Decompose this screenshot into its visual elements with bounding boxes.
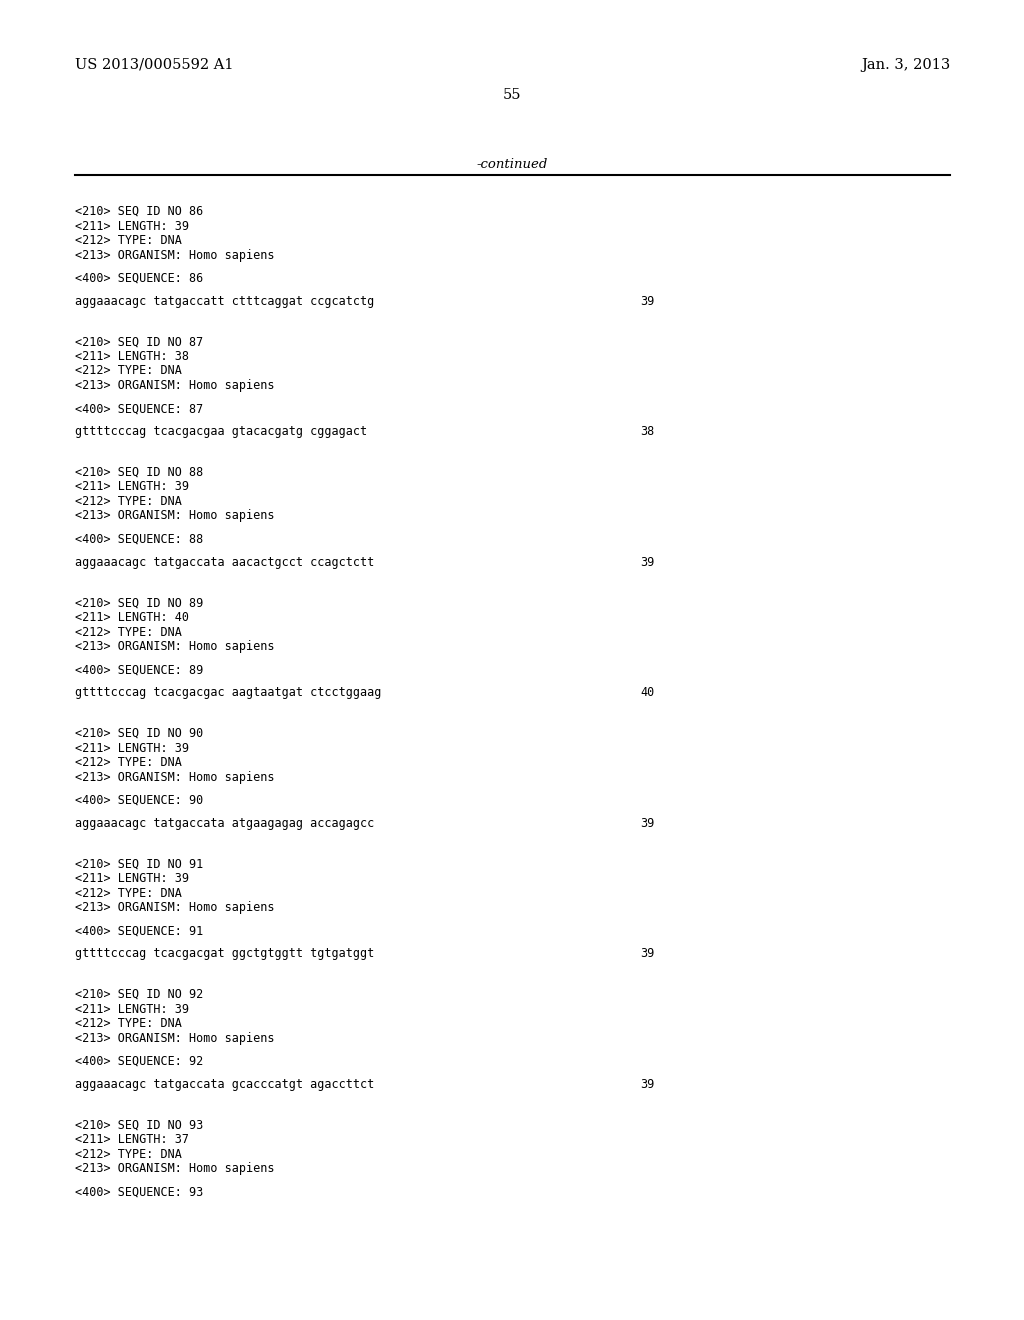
Text: gttttcccag tcacgacgaa gtacacgatg cggagact: gttttcccag tcacgacgaa gtacacgatg cggagac… — [75, 425, 368, 438]
Text: aggaaacagc tatgaccata gcacccatgt agaccttct: aggaaacagc tatgaccata gcacccatgt agacctt… — [75, 1078, 374, 1090]
Text: 39: 39 — [640, 817, 654, 830]
Text: <212> TYPE: DNA: <212> TYPE: DNA — [75, 364, 182, 378]
Text: <213> ORGANISM: Homo sapiens: <213> ORGANISM: Homo sapiens — [75, 771, 274, 784]
Text: <211> LENGTH: 38: <211> LENGTH: 38 — [75, 350, 189, 363]
Text: <212> TYPE: DNA: <212> TYPE: DNA — [75, 1147, 182, 1160]
Text: <210> SEQ ID NO 91: <210> SEQ ID NO 91 — [75, 858, 203, 870]
Text: <212> TYPE: DNA: <212> TYPE: DNA — [75, 495, 182, 508]
Text: <400> SEQUENCE: 92: <400> SEQUENCE: 92 — [75, 1055, 203, 1068]
Text: gttttcccag tcacgacgat ggctgtggtt tgtgatggt: gttttcccag tcacgacgat ggctgtggtt tgtgatg… — [75, 948, 374, 961]
Text: 38: 38 — [640, 425, 654, 438]
Text: <211> LENGTH: 39: <211> LENGTH: 39 — [75, 742, 189, 755]
Text: <212> TYPE: DNA: <212> TYPE: DNA — [75, 887, 182, 899]
Text: <211> LENGTH: 37: <211> LENGTH: 37 — [75, 1133, 189, 1146]
Text: US 2013/0005592 A1: US 2013/0005592 A1 — [75, 58, 233, 73]
Text: <213> ORGANISM: Homo sapiens: <213> ORGANISM: Homo sapiens — [75, 1162, 274, 1175]
Text: <211> LENGTH: 39: <211> LENGTH: 39 — [75, 873, 189, 884]
Text: <210> SEQ ID NO 92: <210> SEQ ID NO 92 — [75, 987, 203, 1001]
Text: <400> SEQUENCE: 86: <400> SEQUENCE: 86 — [75, 272, 203, 285]
Text: <400> SEQUENCE: 88: <400> SEQUENCE: 88 — [75, 533, 203, 545]
Text: <212> TYPE: DNA: <212> TYPE: DNA — [75, 626, 182, 639]
Text: <213> ORGANISM: Homo sapiens: <213> ORGANISM: Homo sapiens — [75, 379, 274, 392]
Text: <210> SEQ ID NO 90: <210> SEQ ID NO 90 — [75, 727, 203, 741]
Text: 39: 39 — [640, 556, 654, 569]
Text: <400> SEQUENCE: 90: <400> SEQUENCE: 90 — [75, 793, 203, 807]
Text: <400> SEQUENCE: 89: <400> SEQUENCE: 89 — [75, 663, 203, 676]
Text: <213> ORGANISM: Homo sapiens: <213> ORGANISM: Homo sapiens — [75, 902, 274, 913]
Text: <400> SEQUENCE: 87: <400> SEQUENCE: 87 — [75, 403, 203, 416]
Text: <400> SEQUENCE: 91: <400> SEQUENCE: 91 — [75, 924, 203, 937]
Text: <210> SEQ ID NO 93: <210> SEQ ID NO 93 — [75, 1118, 203, 1131]
Text: aggaaacagc tatgaccatt ctttcaggat ccgcatctg: aggaaacagc tatgaccatt ctttcaggat ccgcatc… — [75, 294, 374, 308]
Text: <213> ORGANISM: Homo sapiens: <213> ORGANISM: Homo sapiens — [75, 248, 274, 261]
Text: 39: 39 — [640, 294, 654, 308]
Text: aggaaacagc tatgaccata atgaagagag accagagcc: aggaaacagc tatgaccata atgaagagag accagag… — [75, 817, 374, 830]
Text: <212> TYPE: DNA: <212> TYPE: DNA — [75, 1016, 182, 1030]
Text: <213> ORGANISM: Homo sapiens: <213> ORGANISM: Homo sapiens — [75, 510, 274, 523]
Text: <210> SEQ ID NO 87: <210> SEQ ID NO 87 — [75, 335, 203, 348]
Text: <210> SEQ ID NO 88: <210> SEQ ID NO 88 — [75, 466, 203, 479]
Text: <211> LENGTH: 40: <211> LENGTH: 40 — [75, 611, 189, 624]
Text: <400> SEQUENCE: 93: <400> SEQUENCE: 93 — [75, 1185, 203, 1199]
Text: Jan. 3, 2013: Jan. 3, 2013 — [861, 58, 950, 73]
Text: 39: 39 — [640, 1078, 654, 1090]
Text: <211> LENGTH: 39: <211> LENGTH: 39 — [75, 219, 189, 232]
Text: gttttcccag tcacgacgac aagtaatgat ctcctggaag: gttttcccag tcacgacgac aagtaatgat ctcctgg… — [75, 686, 381, 700]
Text: <212> TYPE: DNA: <212> TYPE: DNA — [75, 234, 182, 247]
Text: <211> LENGTH: 39: <211> LENGTH: 39 — [75, 1002, 189, 1015]
Text: <210> SEQ ID NO 86: <210> SEQ ID NO 86 — [75, 205, 203, 218]
Text: <212> TYPE: DNA: <212> TYPE: DNA — [75, 756, 182, 770]
Text: 40: 40 — [640, 686, 654, 700]
Text: -continued: -continued — [476, 158, 548, 172]
Text: <213> ORGANISM: Homo sapiens: <213> ORGANISM: Homo sapiens — [75, 640, 274, 653]
Text: 39: 39 — [640, 948, 654, 961]
Text: 55: 55 — [503, 88, 521, 102]
Text: aggaaacagc tatgaccata aacactgcct ccagctctt: aggaaacagc tatgaccata aacactgcct ccagctc… — [75, 556, 374, 569]
Text: <213> ORGANISM: Homo sapiens: <213> ORGANISM: Homo sapiens — [75, 1031, 274, 1044]
Text: <210> SEQ ID NO 89: <210> SEQ ID NO 89 — [75, 597, 203, 610]
Text: <211> LENGTH: 39: <211> LENGTH: 39 — [75, 480, 189, 494]
